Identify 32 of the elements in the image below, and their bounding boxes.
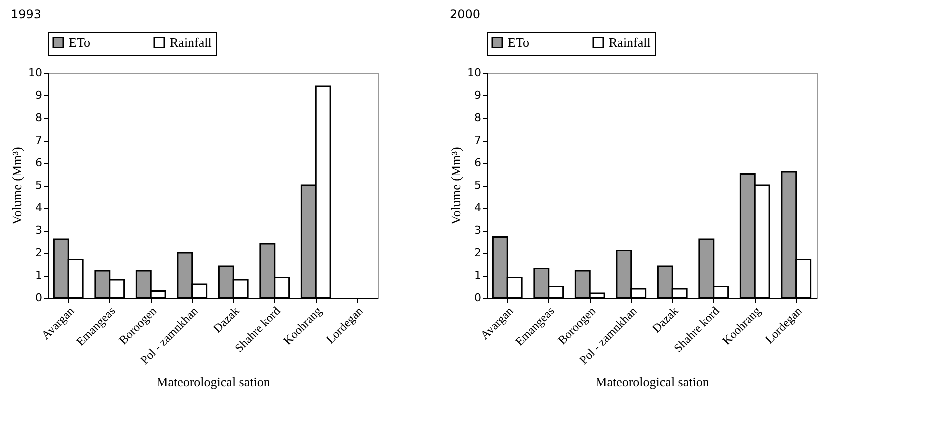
y-tick-label: 10 (28, 66, 42, 80)
y-tick-label: 7 (474, 134, 482, 147)
chart-title: 1993 (11, 8, 42, 22)
y-tick-label: 2 (474, 246, 482, 260)
x-axis-title: Mateorological sation (596, 374, 710, 390)
y-axis-title: Volume (Mm³) (448, 147, 464, 225)
y-tick-label: 5 (474, 179, 482, 192)
y-tick-label: 7 (36, 134, 42, 147)
y-tick-label: 4 (36, 202, 42, 214)
y-tick-label: 8 (36, 112, 42, 124)
y-tick-label: 5 (36, 179, 42, 192)
y-tick-label: 1 (474, 269, 482, 282)
legend-label: ETo (69, 34, 90, 50)
y-tick-label: 9 (36, 89, 42, 102)
y-tick-label: 9 (474, 89, 482, 102)
legend-label: ETo (508, 34, 530, 50)
y-tick-label: 3 (474, 224, 482, 237)
y-tick-label: 3 (36, 224, 42, 237)
y-tick-label: 10 (468, 66, 482, 80)
y-tick-label: 6 (36, 156, 42, 170)
y-tick-label: 8 (474, 112, 482, 124)
y-tick-label: 6 (474, 156, 482, 170)
y-tick-label: 0 (474, 292, 482, 304)
y-tick-label: 4 (474, 202, 482, 214)
y-tick-label: 2 (36, 246, 42, 260)
chart-title: 2000 (450, 8, 481, 22)
y-tick-label: 1 (36, 269, 42, 282)
legend-label: Rainfall (609, 34, 652, 50)
y-axis-title: Volume (Mm³) (10, 147, 25, 225)
x-axis-title: Mateorological sation (156, 374, 271, 390)
legend-label: Rainfall (170, 34, 212, 50)
y-tick-label: 0 (36, 292, 42, 304)
